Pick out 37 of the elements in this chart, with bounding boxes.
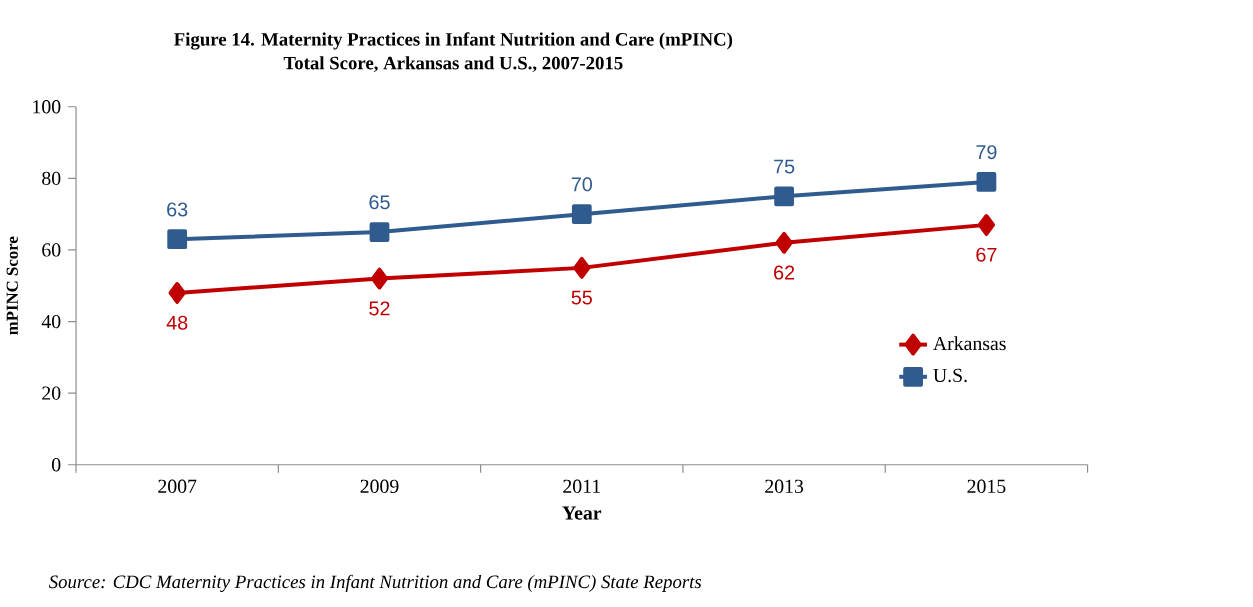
- x-tick-label: 2013: [765, 479, 804, 493]
- data-label: 67: [976, 247, 997, 262]
- y-tick-label: 40: [41, 314, 61, 329]
- legend-label: Arkansas: [933, 336, 1006, 351]
- x-tick-label: 2007: [158, 479, 197, 493]
- data-label: 63: [167, 202, 188, 217]
- point: [573, 256, 591, 279]
- y-tick-label: 0: [51, 458, 61, 472]
- data-label: 62: [774, 265, 795, 280]
- data-label: 55: [571, 290, 592, 305]
- data-label: 52: [369, 301, 390, 316]
- point: [369, 222, 390, 242]
- y-axis-title: mPINC Score: [6, 236, 18, 335]
- x-tick-label: 2009: [360, 479, 399, 493]
- data-label: 75: [774, 159, 795, 174]
- source-note: Source: CDC Maternity Practices in Infant Nutrition and Care (mPINC) State Reports: [48, 574, 702, 592]
- x-axis-title: Year: [562, 506, 602, 520]
- point: [571, 204, 592, 224]
- point: [775, 231, 793, 254]
- chart-title: Figure 14. Maternity Practices in Infant Nutrition and Care (mPINC) Total Score, Arkansas and U.S., 2007-2015: [174, 32, 733, 73]
- data-label: 65: [369, 195, 390, 210]
- data-label: 79: [976, 145, 997, 160]
- y-tick-label: 20: [42, 386, 61, 400]
- x-tick-label: 2015: [967, 479, 1006, 493]
- point: [977, 213, 996, 236]
- point: [370, 267, 389, 290]
- data-label: 70: [571, 177, 593, 192]
- point: [976, 172, 997, 192]
- point: [167, 229, 188, 250]
- point: [774, 186, 794, 207]
- legend-label: U.S.: [933, 368, 967, 383]
- x-tick-label: 2011: [563, 479, 601, 493]
- y-tick-label: 100: [33, 100, 61, 114]
- point: [168, 281, 186, 304]
- data-label: 48: [166, 315, 188, 330]
- y-tick-label: 60: [42, 243, 61, 257]
- y-tick-label: 80: [42, 171, 61, 185]
